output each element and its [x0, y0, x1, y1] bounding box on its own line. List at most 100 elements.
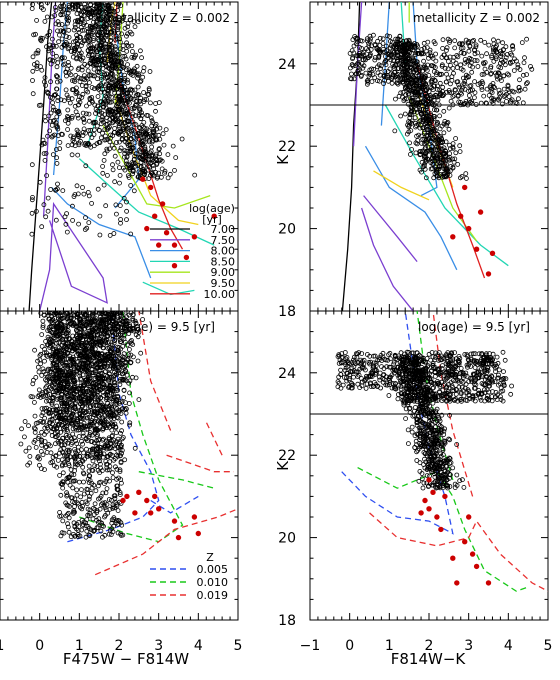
star-point	[409, 81, 415, 86]
star-point	[133, 151, 139, 157]
star-point	[398, 90, 404, 96]
star-point	[448, 98, 454, 104]
star-point	[489, 95, 495, 101]
star-point	[63, 221, 69, 227]
star-point	[105, 172, 110, 178]
star-point	[125, 21, 131, 26]
star-point	[162, 170, 168, 176]
star-point	[109, 84, 114, 90]
star-point	[118, 531, 123, 537]
star-point	[429, 79, 435, 85]
star-point	[67, 474, 72, 480]
star-point	[159, 158, 165, 164]
star-point	[129, 114, 135, 119]
star-point	[520, 100, 526, 106]
star-point	[80, 40, 85, 46]
star-point	[114, 398, 120, 404]
star-point	[504, 52, 510, 57]
star-point	[65, 428, 71, 434]
star-point	[86, 473, 92, 479]
agb-star-point	[477, 209, 484, 215]
star-point	[137, 108, 143, 114]
star-point	[125, 173, 131, 179]
star-point	[109, 342, 115, 348]
star-point	[80, 115, 86, 121]
star-point	[475, 64, 481, 69]
star-point	[108, 451, 113, 457]
star-point	[441, 171, 446, 177]
star-point	[59, 22, 65, 27]
star-point	[132, 113, 138, 119]
star-point	[54, 355, 59, 361]
star-point	[83, 215, 88, 221]
star-point	[107, 506, 113, 512]
star-point	[421, 51, 427, 57]
star-point	[51, 58, 57, 64]
star-point	[43, 444, 48, 450]
star-point	[120, 311, 126, 315]
star-point	[363, 70, 369, 76]
star-point	[98, 407, 103, 413]
star-point	[79, 438, 84, 444]
star-point	[421, 163, 427, 169]
star-point	[85, 28, 91, 34]
star-point	[479, 87, 485, 93]
star-point	[71, 378, 77, 384]
star-point	[89, 467, 95, 473]
star-point	[376, 55, 382, 61]
star-point	[121, 388, 127, 394]
star-point	[58, 12, 64, 18]
star-point	[93, 14, 99, 20]
star-point	[394, 58, 400, 64]
star-point	[422, 87, 428, 93]
star-point	[439, 123, 445, 129]
star-point	[117, 172, 123, 178]
star-point	[40, 366, 46, 372]
star-point	[84, 111, 89, 117]
star-point	[76, 434, 82, 439]
star-point	[112, 446, 118, 451]
star-point	[39, 437, 44, 443]
star-point	[144, 113, 150, 118]
star-point	[114, 106, 120, 112]
star-point	[30, 194, 35, 200]
star-point	[30, 54, 36, 60]
star-point	[446, 157, 452, 163]
star-point	[351, 354, 357, 360]
star-point	[78, 24, 84, 30]
star-point	[40, 325, 46, 330]
star-point	[134, 63, 140, 69]
star-point	[395, 81, 401, 87]
star-point	[497, 75, 503, 81]
star-point	[86, 73, 92, 78]
star-point	[129, 49, 135, 54]
star-point	[94, 54, 100, 60]
star-point	[97, 213, 103, 219]
star-point	[90, 448, 95, 454]
star-point	[474, 58, 480, 64]
star-point	[82, 9, 88, 15]
star-point	[74, 183, 80, 189]
star-point	[64, 493, 70, 499]
star-point	[73, 91, 79, 96]
star-point	[35, 48, 41, 53]
star-point	[37, 462, 42, 468]
star-point	[446, 105, 452, 111]
star-point	[110, 529, 116, 535]
agb-star-point	[171, 263, 178, 269]
star-point	[96, 139, 102, 145]
star-point	[138, 146, 144, 152]
star-point	[86, 43, 92, 49]
star-point	[77, 533, 83, 539]
agb-star-point	[151, 493, 158, 500]
star-point	[118, 377, 123, 382]
star-point	[22, 419, 28, 424]
star-point	[117, 339, 123, 345]
star-point	[75, 152, 81, 158]
star-point	[481, 61, 487, 67]
star-point	[50, 459, 55, 465]
star-point	[86, 398, 92, 404]
star-point	[524, 72, 529, 77]
star-point	[34, 17, 39, 23]
star-point	[439, 88, 445, 94]
